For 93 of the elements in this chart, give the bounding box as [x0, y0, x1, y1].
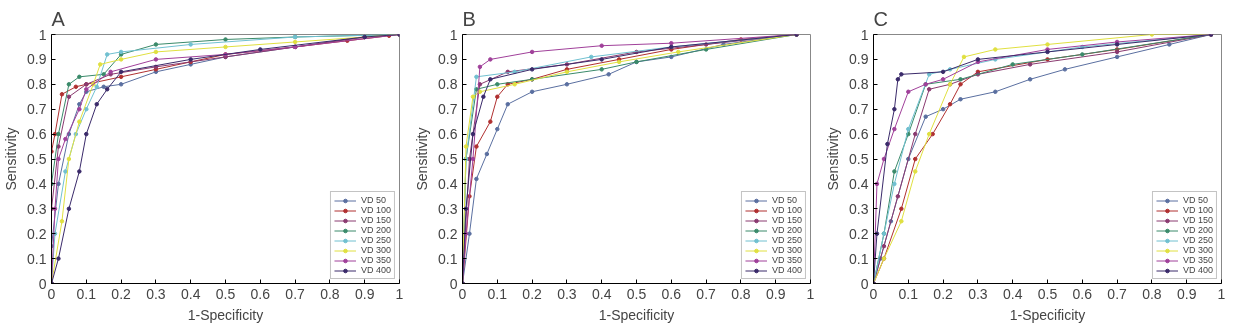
legend-label: VD 200	[1182, 225, 1213, 235]
chart-title: A	[51, 7, 66, 30]
x-tick-label: 0.5	[1037, 285, 1058, 302]
y-tick-label: 0.3	[27, 200, 47, 217]
chart-title: C	[873, 7, 888, 30]
y-tick-label: 0.7	[849, 101, 869, 118]
x-tick-label: 0.9	[354, 285, 375, 302]
y-tick-label: 0.2	[849, 225, 869, 242]
legend-label: VD 50	[360, 195, 386, 205]
x-tick-label: 0.3	[146, 285, 166, 302]
legend-label: VD 150	[360, 215, 391, 225]
legend-label: VD 400	[771, 265, 802, 275]
x-tick-label: 0.3	[968, 285, 988, 302]
x-tick-label: 0.2	[933, 285, 954, 302]
y-tick-label: 0.9	[849, 51, 869, 68]
y-axis-title: Sensitivity	[3, 127, 20, 191]
x-tick-label: 0.4	[591, 285, 612, 302]
x-axis-title: 1-Specificity	[187, 306, 264, 323]
y-tick-label: 0.8	[438, 76, 458, 93]
x-tick-label: 0.7	[1107, 285, 1128, 302]
legend-label: VD 300	[1182, 245, 1213, 255]
legend-label: VD 400	[360, 265, 391, 275]
y-tick-label: 0.7	[438, 101, 458, 118]
legend-label: VD 350	[771, 255, 802, 265]
y-axis-title: Sensitivity	[414, 127, 431, 191]
x-tick-label: 1	[806, 285, 815, 302]
y-tick-label: 0.6	[849, 126, 869, 143]
x-tick-label: 0.5	[626, 285, 647, 302]
legend-label: VD 250	[360, 235, 391, 245]
y-tick-label: 0.4	[27, 175, 47, 192]
legend-label: VD 200	[771, 225, 802, 235]
legend-label: VD 350	[360, 255, 391, 265]
x-tick-label: 0.1	[487, 285, 508, 302]
y-tick-label: 0.6	[27, 126, 47, 143]
x-tick-label: 0.1	[76, 285, 97, 302]
x-tick-label: 0.8	[1142, 285, 1162, 302]
legend-label: VD 300	[771, 245, 802, 255]
x-tick-label: 0.6	[250, 285, 271, 302]
x-tick-label: 0.2	[522, 285, 543, 302]
legend-label: VD 400	[1182, 265, 1213, 275]
legend-label: VD 150	[771, 215, 802, 225]
y-tick-label: 0.2	[27, 225, 47, 242]
y-tick-label: 0.3	[438, 200, 458, 217]
y-tick-label: 0.2	[438, 225, 458, 242]
chart-title: B	[462, 7, 476, 30]
y-tick-label: 0.4	[438, 175, 458, 192]
legend-label: VD 150	[1182, 215, 1213, 225]
x-axis-title: 1-Specificity	[598, 306, 675, 323]
y-tick-label: 0.8	[27, 76, 47, 93]
y-tick-label: 0.5	[438, 151, 458, 167]
x-tick-label: 0.5	[215, 285, 236, 302]
y-tick-label: 0.9	[27, 51, 47, 68]
x-tick-label: 1	[395, 285, 404, 302]
x-tick-label: 0.8	[320, 285, 340, 302]
x-tick-label: 0.3	[557, 285, 577, 302]
x-axis-title: 1-Specificity	[1009, 306, 1086, 323]
y-tick-label: 1	[449, 26, 458, 43]
y-tick-label: 0.9	[438, 51, 458, 68]
legend-label: VD 250	[1182, 235, 1213, 245]
y-tick-label: 0.3	[849, 200, 869, 217]
legend-label: VD 200	[360, 225, 391, 235]
x-tick-label: 0.4	[1002, 285, 1023, 302]
y-tick-label: 0.4	[849, 175, 869, 192]
x-tick-label: 0.6	[1072, 285, 1093, 302]
x-tick-label: 0.6	[661, 285, 682, 302]
y-tick-label: 0.5	[27, 151, 47, 167]
legend-label: VD 100	[771, 205, 802, 215]
x-tick-label: 0.1	[898, 285, 919, 302]
x-tick-label: 0.2	[111, 285, 132, 302]
y-axis-title: Sensitivity	[825, 127, 842, 191]
x-tick-label: 0.7	[285, 285, 306, 302]
legend-label: VD 100	[360, 205, 391, 215]
y-tick-label: 0.1	[849, 250, 869, 267]
y-tick-label: 0.7	[27, 101, 47, 118]
legend-label: VD 50	[1182, 195, 1208, 205]
x-tick-label: 0.8	[731, 285, 751, 302]
x-tick-label: 0.9	[1176, 285, 1197, 302]
x-tick-label: 1	[1217, 285, 1226, 302]
legend-label: VD 350	[1182, 255, 1213, 265]
legend-label: VD 100	[1182, 205, 1213, 215]
legend-label: VD 300	[360, 245, 391, 255]
y-tick-label: 1	[860, 26, 869, 43]
y-tick-label: 0.5	[849, 151, 869, 167]
y-tick-label: 0.1	[438, 250, 458, 267]
legend-label: VD 50	[771, 195, 797, 205]
x-tick-label: 0.7	[696, 285, 717, 302]
legend-label: VD 250	[771, 235, 802, 245]
x-tick-label: 0.4	[180, 285, 201, 302]
x-tick-label: 0.9	[765, 285, 786, 302]
y-tick-label: 1	[38, 26, 47, 43]
y-tick-label: 0.8	[849, 76, 869, 93]
y-tick-label: 0.6	[438, 126, 458, 143]
y-tick-label: 0.1	[27, 250, 47, 267]
